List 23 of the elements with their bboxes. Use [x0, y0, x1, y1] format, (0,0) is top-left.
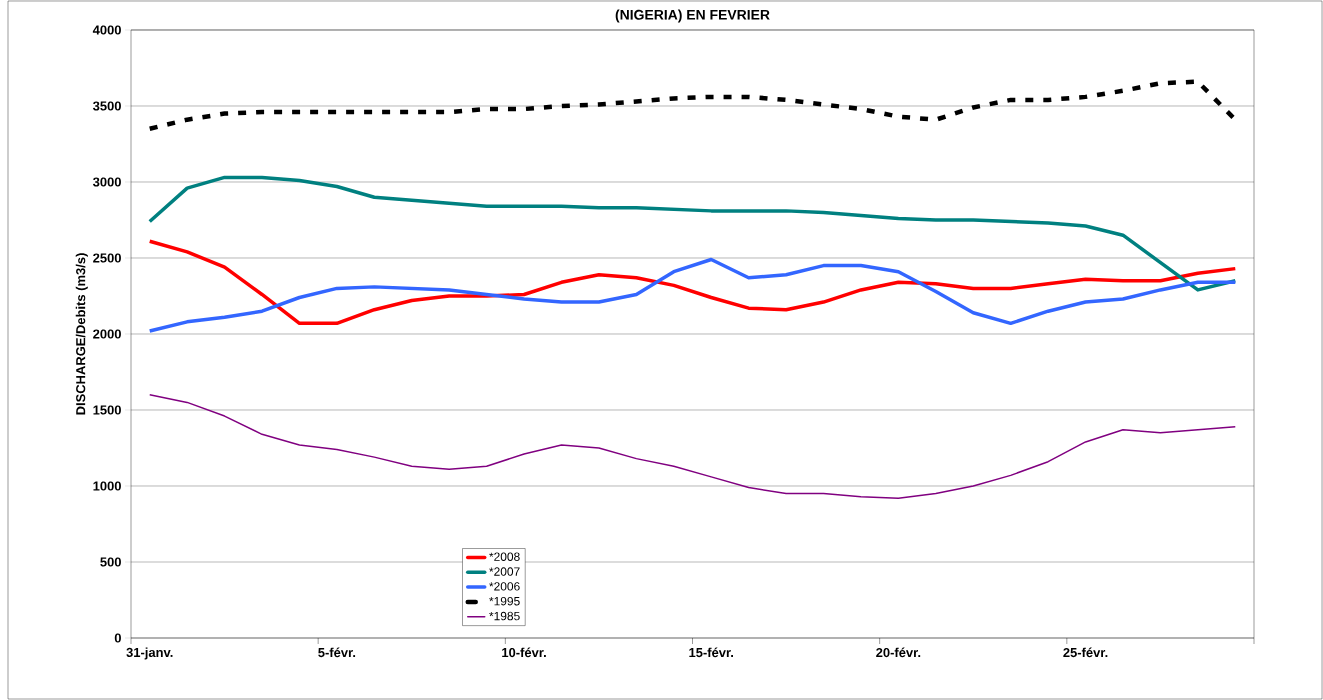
x-tick-label: 10-févr. [502, 647, 546, 658]
chart-title: (NIGERIA) EN FEVRIER [615, 9, 770, 23]
legend-label: *1995 [489, 596, 520, 606]
legend-label: *1985 [489, 611, 520, 621]
legend-label: *2008 [489, 552, 520, 561]
y-tick-label: 3000 [92, 177, 121, 187]
x-tick-label: 31-janv. [126, 647, 173, 660]
y-axis-title: DISCHARGE/Debits (m3/s) [75, 253, 88, 415]
y-tick-label: 4000 [92, 25, 121, 35]
x-tick-label: 5-févr. [318, 647, 356, 658]
line-series [147, 239, 1238, 326]
legend-label: *2006 [489, 582, 520, 591]
y-tick-label: 0 [114, 633, 121, 643]
x-tick-label: 15-févr. [689, 647, 733, 658]
y-tick-label: 2500 [93, 253, 121, 263]
y-tick-label: 3500 [92, 101, 121, 111]
y-tick-label: 2000 [93, 329, 121, 339]
y-tick-label: 500 [100, 557, 121, 567]
y-tick-label: 1000 [93, 481, 121, 491]
legend-label: *2007 [489, 567, 520, 576]
y-tick-label: 1500 [93, 405, 121, 415]
x-tick-label: 20-févr. [876, 647, 921, 658]
x-tick-label: 25-févr. [1063, 647, 1108, 658]
